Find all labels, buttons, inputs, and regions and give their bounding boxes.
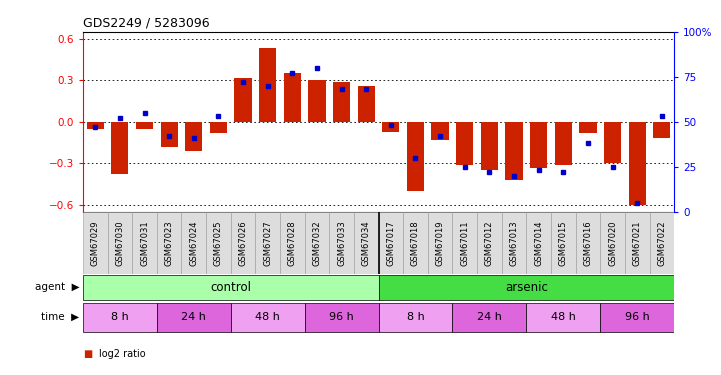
Bar	[185, 122, 203, 151]
Bar	[132, 212, 157, 274]
Bar	[379, 275, 674, 300]
Bar	[629, 122, 646, 205]
Bar	[304, 303, 379, 332]
Text: GSM67014: GSM67014	[534, 220, 543, 266]
Bar	[309, 80, 326, 122]
Bar	[526, 212, 551, 274]
Text: control: control	[211, 281, 251, 294]
Bar	[625, 212, 650, 274]
Bar	[407, 122, 424, 191]
Bar	[600, 303, 674, 332]
Text: GSM67015: GSM67015	[559, 220, 567, 266]
Bar	[136, 122, 153, 129]
Bar	[231, 303, 304, 332]
Text: GSM67026: GSM67026	[239, 220, 247, 266]
Bar	[505, 122, 523, 180]
Bar	[453, 212, 477, 274]
Text: GSM67028: GSM67028	[288, 220, 297, 266]
Bar	[575, 212, 601, 274]
Text: GSM67025: GSM67025	[214, 220, 223, 266]
Text: time  ▶: time ▶	[41, 312, 79, 322]
Bar	[358, 86, 375, 122]
Bar	[551, 212, 575, 274]
Text: GSM67020: GSM67020	[608, 220, 617, 266]
Bar	[650, 212, 674, 274]
Text: GSM67012: GSM67012	[485, 220, 494, 266]
Text: GSM67023: GSM67023	[164, 220, 174, 266]
Bar	[83, 212, 107, 274]
Text: GSM67027: GSM67027	[263, 220, 272, 266]
Bar	[210, 122, 227, 133]
Bar	[87, 122, 104, 129]
Text: GDS2249 / 5283096: GDS2249 / 5283096	[83, 17, 210, 30]
Text: 8 h: 8 h	[407, 312, 425, 322]
Text: GSM67033: GSM67033	[337, 220, 346, 266]
Text: GSM67029: GSM67029	[91, 220, 99, 266]
Text: 24 h: 24 h	[181, 312, 206, 322]
Text: GSM67021: GSM67021	[633, 220, 642, 266]
Text: GSM67011: GSM67011	[460, 220, 469, 266]
Bar	[431, 122, 448, 140]
Bar	[456, 122, 474, 165]
Bar	[526, 303, 601, 332]
Bar	[107, 212, 132, 274]
Bar	[280, 212, 304, 274]
Text: 96 h: 96 h	[625, 312, 650, 322]
Bar	[453, 303, 526, 332]
Text: 96 h: 96 h	[329, 312, 354, 322]
Text: log2 ratio: log2 ratio	[99, 349, 146, 359]
Bar	[379, 212, 403, 274]
Text: GSM67034: GSM67034	[362, 220, 371, 266]
Bar	[231, 212, 255, 274]
Bar	[382, 122, 399, 132]
Text: GSM67032: GSM67032	[312, 220, 322, 266]
Text: GSM67019: GSM67019	[435, 220, 445, 266]
Bar	[653, 122, 671, 138]
Bar	[283, 74, 301, 122]
Bar	[83, 303, 157, 332]
Bar	[600, 212, 625, 274]
Text: GSM67018: GSM67018	[411, 220, 420, 266]
Text: GSM67022: GSM67022	[658, 220, 666, 266]
Bar	[304, 212, 329, 274]
Bar	[604, 122, 622, 164]
Bar	[502, 212, 526, 274]
Bar	[477, 212, 502, 274]
Bar	[579, 122, 596, 133]
Text: 48 h: 48 h	[255, 312, 280, 322]
Bar	[403, 212, 428, 274]
Bar	[161, 122, 178, 147]
Text: arsenic: arsenic	[505, 281, 548, 294]
Text: 24 h: 24 h	[477, 312, 502, 322]
Text: GSM67017: GSM67017	[386, 220, 395, 266]
Bar	[111, 122, 128, 174]
Bar	[379, 303, 453, 332]
Bar	[428, 212, 453, 274]
Bar	[206, 212, 231, 274]
Bar	[354, 212, 379, 274]
Text: GSM67013: GSM67013	[510, 220, 518, 266]
Bar	[182, 212, 206, 274]
Bar	[234, 78, 252, 122]
Bar	[329, 212, 354, 274]
Bar	[83, 275, 379, 300]
Text: agent  ▶: agent ▶	[35, 282, 79, 292]
Bar	[157, 212, 182, 274]
Bar	[530, 122, 547, 168]
Text: 8 h: 8 h	[111, 312, 129, 322]
Bar	[481, 122, 498, 170]
Text: 48 h: 48 h	[551, 312, 576, 322]
Text: GSM67016: GSM67016	[583, 220, 593, 266]
Text: GSM67031: GSM67031	[140, 220, 149, 266]
Text: GSM67024: GSM67024	[190, 220, 198, 266]
Bar	[157, 303, 231, 332]
Bar	[255, 212, 280, 274]
Bar	[554, 122, 572, 165]
Text: ■: ■	[83, 349, 92, 359]
Bar	[333, 82, 350, 122]
Text: GSM67030: GSM67030	[115, 220, 124, 266]
Bar	[259, 48, 276, 122]
